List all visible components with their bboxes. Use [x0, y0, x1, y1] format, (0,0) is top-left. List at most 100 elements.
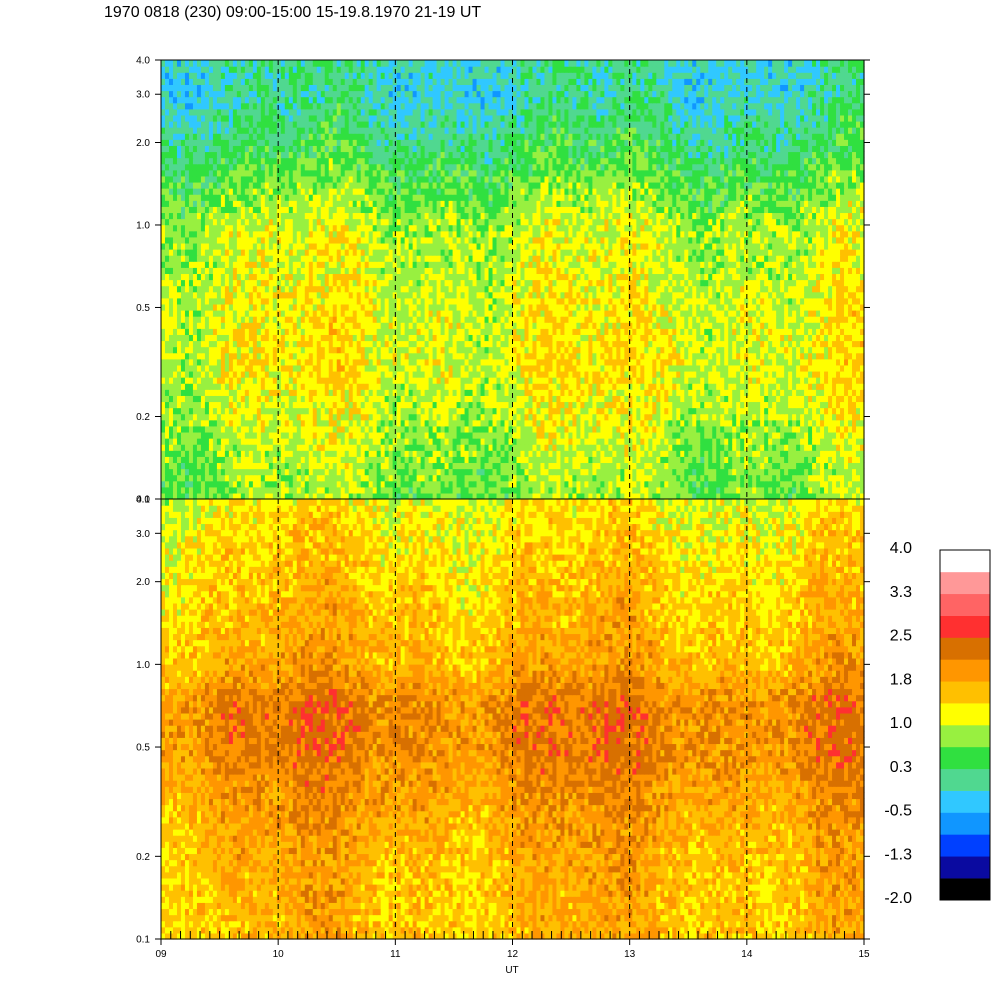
heatmap-cell	[269, 377, 274, 384]
heatmap-cell	[457, 420, 462, 427]
heatmap-cell	[560, 408, 565, 415]
heatmap-cell	[237, 371, 242, 378]
heatmap-cell	[281, 353, 286, 360]
heatmap-cell	[453, 359, 458, 366]
heatmap-cell	[377, 469, 382, 476]
heatmap-cell	[584, 438, 589, 445]
heatmap-cell	[704, 377, 709, 384]
heatmap-cell	[229, 365, 234, 372]
heatmap-cell	[564, 456, 569, 463]
heatmap-cell	[305, 395, 310, 402]
heatmap-cell	[233, 377, 238, 384]
heatmap-cell	[660, 395, 665, 402]
heatmap-cell	[421, 371, 426, 378]
heatmap-cell	[249, 328, 254, 335]
heatmap-cell	[800, 450, 805, 457]
heatmap-cell	[640, 347, 645, 354]
heatmap-cell	[253, 456, 258, 463]
heatmap-cell	[832, 365, 837, 372]
heatmap-cell	[756, 426, 761, 433]
heatmap-cell	[724, 462, 729, 469]
heatmap-cell	[720, 444, 725, 451]
heatmap-cell	[177, 395, 182, 402]
heatmap-cell	[221, 365, 226, 372]
heatmap-cell	[245, 408, 250, 415]
heatmap-cell	[792, 353, 797, 360]
heatmap-cell	[473, 450, 478, 457]
heatmap-cell	[688, 371, 693, 378]
heatmap-cell	[788, 456, 793, 463]
heatmap-cell	[201, 487, 206, 494]
heatmap-cell	[289, 328, 294, 335]
heatmap-cell	[333, 340, 338, 347]
heatmap-cell	[776, 444, 781, 451]
heatmap-cell	[437, 456, 442, 463]
heatmap-cell	[401, 347, 406, 354]
heatmap-cell	[640, 481, 645, 488]
heatmap-cell	[225, 371, 230, 378]
heatmap-cell	[237, 340, 242, 347]
heatmap-cell	[716, 408, 721, 415]
heatmap-cell	[217, 371, 222, 378]
heatmap-cell	[764, 438, 769, 445]
heatmap-cell	[385, 377, 390, 384]
heatmap-cell	[820, 340, 825, 347]
heatmap-cell	[381, 347, 386, 354]
heatmap-cell	[672, 371, 677, 378]
heatmap-cell	[493, 408, 498, 415]
heatmap-cell	[820, 347, 825, 354]
heatmap-cell	[788, 340, 793, 347]
heatmap-cell	[772, 340, 777, 347]
heatmap-cell	[349, 426, 354, 433]
heatmap-cell	[489, 420, 494, 427]
heatmap-cell	[449, 395, 454, 402]
heatmap-cell	[840, 475, 845, 482]
heatmap-cell	[181, 347, 186, 354]
heatmap-cell	[317, 438, 322, 445]
heatmap-cell	[572, 408, 577, 415]
heatmap-cell	[664, 383, 669, 390]
heatmap-cell	[668, 371, 673, 378]
heatmap-cell	[564, 359, 569, 366]
heatmap-cell	[345, 414, 350, 421]
heatmap-cell	[816, 444, 821, 451]
heatmap-cell	[421, 347, 426, 354]
heatmap-cell	[700, 401, 705, 408]
heatmap-cell	[532, 420, 537, 427]
heatmap-cell	[628, 347, 633, 354]
heatmap-cell	[692, 371, 697, 378]
heatmap-cell	[808, 328, 813, 335]
heatmap-cell	[816, 340, 821, 347]
heatmap-cell	[361, 383, 366, 390]
heatmap-cell	[620, 481, 625, 488]
heatmap-cell	[377, 438, 382, 445]
heatmap-cell	[229, 420, 234, 427]
heatmap-cell	[636, 426, 641, 433]
heatmap-cell	[221, 340, 226, 347]
heatmap-cell	[628, 395, 633, 402]
heatmap-cell	[177, 444, 182, 451]
heatmap-cell	[584, 420, 589, 427]
heatmap-cell	[485, 487, 490, 494]
heatmap-cell	[796, 365, 801, 372]
heatmap-cell	[193, 334, 198, 341]
heatmap-cell	[836, 475, 841, 482]
heatmap-cell	[457, 377, 462, 384]
heatmap-cell	[217, 462, 222, 469]
heatmap-cell	[497, 481, 502, 488]
heatmap-cell	[848, 426, 853, 433]
heatmap-cell	[325, 377, 330, 384]
heatmap-cell	[197, 353, 202, 360]
heatmap-cell	[796, 475, 801, 482]
heatmap-cell	[712, 475, 717, 482]
heatmap-cell	[564, 340, 569, 347]
heatmap-cell	[760, 383, 765, 390]
heatmap-cell	[469, 401, 474, 408]
heatmap-cell	[784, 444, 789, 451]
heatmap-cell	[680, 481, 685, 488]
heatmap-cell	[409, 377, 414, 384]
heatmap-cell	[173, 383, 178, 390]
heatmap-cell	[301, 340, 306, 347]
heatmap-cell	[217, 395, 222, 402]
